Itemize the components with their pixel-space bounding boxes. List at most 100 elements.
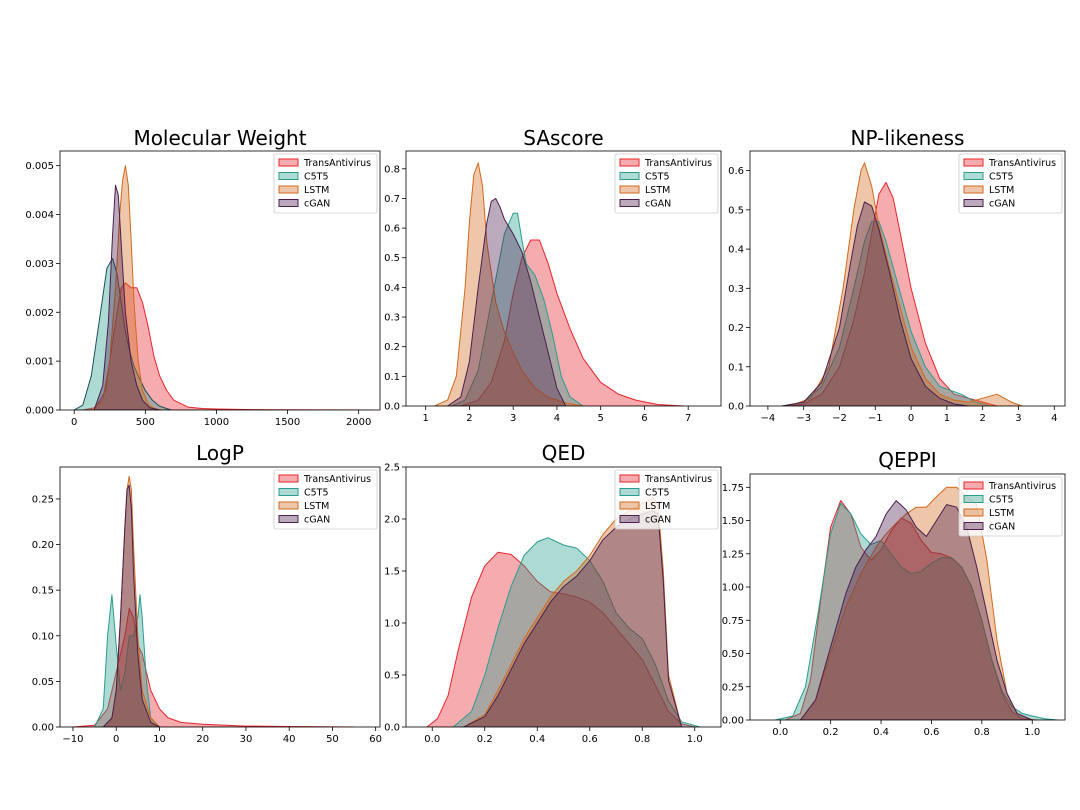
- legend-swatch-cgan: [619, 515, 640, 523]
- y-tick-label: 0.5: [384, 671, 400, 682]
- legend-label-transantivirus: TransAntivirus: [303, 158, 371, 169]
- x-tick-label: −10: [62, 734, 83, 745]
- legend-swatch-transantivirus: [963, 158, 984, 167]
- x-tick-label: 0.2: [477, 734, 493, 745]
- legend: TransAntivirus C5T5 LSTM cGAN: [273, 153, 378, 214]
- legend-label-cgan: cGAN: [645, 515, 671, 526]
- chart-panel-qed: QED 0.0 0.2 0.4 0.6 0.8 1.0 0.0 0.5 1.0 1.5 2.0 2.5 T…: [384, 441, 722, 745]
- legend-swatch-c5t5: [619, 172, 640, 180]
- legend-label-cgan: cGAN: [304, 199, 330, 210]
- legend-label-lstm: LSTM: [645, 501, 670, 512]
- legend: TransAntivirus C5T5 LSTM cGAN: [958, 153, 1063, 214]
- y-tick-label: 0.001: [25, 357, 54, 368]
- y-tick-label: 0.004: [25, 210, 54, 221]
- x-tick-label: 0.4: [529, 734, 545, 745]
- y-tick-label: 0.4: [728, 245, 744, 256]
- density-c5t5: [781, 221, 991, 406]
- legend-swatch-lstm: [278, 501, 299, 510]
- legend-label-cgan: cGAN: [989, 199, 1015, 210]
- x-tick-label: 0.4: [873, 727, 889, 738]
- density-transantivirus: [72, 607, 355, 727]
- legend-box: [273, 153, 378, 214]
- y-tick-label: 0.00: [722, 716, 744, 727]
- x-tick-label: 4: [1051, 413, 1057, 424]
- density-cgan: [463, 510, 683, 727]
- y-tick-label: 2.5: [384, 463, 400, 474]
- density-lstm: [90, 165, 163, 410]
- axes-frame: [59, 466, 381, 728]
- y-tick-label: 0.3: [384, 313, 400, 324]
- x-tick-label: 3: [510, 413, 516, 424]
- legend-swatch-transantivirus: [278, 474, 299, 483]
- x-tick-label: 500: [136, 417, 155, 428]
- legend-swatch-transantivirus: [619, 158, 640, 167]
- y-tick-label: 0.1: [728, 362, 744, 373]
- x-tick-label: 50: [326, 734, 339, 745]
- chart-panel-sascore: SAscore 1 2 3 4 5 6 7 0.0 0.1 0.2 0.3 0.4 0.5 0.6 0.7 0.…: [384, 126, 722, 424]
- y-tick-label: 0.00: [32, 723, 54, 734]
- y-tick-label: 1.50: [722, 516, 744, 527]
- legend-swatch-cgan: [619, 199, 640, 207]
- x-tick-label: 20: [196, 734, 209, 745]
- density-transantivirus: [82, 282, 374, 410]
- y-tick-label: 0.003: [25, 259, 54, 270]
- density-transantivirus: [784, 500, 1038, 720]
- y-tick-label: 0.75: [722, 616, 744, 627]
- density-cgan: [447, 197, 567, 406]
- chart-title: SAscore: [523, 126, 604, 150]
- y-tick-label: 0.15: [32, 586, 54, 597]
- legend-label-transantivirus: TransAntivirus: [644, 158, 712, 169]
- chart-panel-logp: LogP −10 0 10 20 30 40 50 60 0.00 0.05 0.10 0.15 0.20…: [32, 441, 382, 745]
- x-tick-label: 1.0: [1024, 727, 1040, 738]
- chart-title: LogP: [196, 441, 244, 465]
- legend-box: [958, 476, 1063, 537]
- legend-label-c5t5: C5T5: [989, 172, 1014, 183]
- y-tick-label: 0.6: [728, 166, 744, 177]
- y-tick-label: 0.1: [384, 372, 400, 383]
- legend-swatch-c5t5: [963, 172, 984, 180]
- y-tick-label: 0.000: [25, 406, 54, 417]
- legend-label-c5t5: C5T5: [989, 495, 1014, 506]
- x-tick-label: 0.0: [772, 727, 788, 738]
- density-cgan: [93, 184, 161, 410]
- y-tick-label: 1.25: [722, 549, 744, 560]
- legend-label-lstm: LSTM: [304, 501, 329, 512]
- y-tick-label: 0.3: [728, 284, 744, 295]
- axes-frame: [405, 150, 722, 407]
- legend-swatch-cgan: [278, 515, 299, 523]
- legend: TransAntivirus C5T5 LSTM cGAN: [614, 153, 719, 214]
- x-tick-label: 1500: [275, 417, 300, 428]
- x-tick-label: −4: [761, 413, 776, 424]
- x-tick-label: 1: [423, 413, 429, 424]
- y-tick-label: 0.20: [32, 540, 54, 551]
- legend: TransAntivirus C5T5 LSTM cGAN: [273, 469, 378, 530]
- x-tick-label: 7: [685, 413, 691, 424]
- x-tick-label: 2: [466, 413, 472, 424]
- x-tick-label: 3: [1015, 413, 1021, 424]
- legend-swatch-c5t5: [278, 488, 299, 496]
- legend-swatch-cgan: [278, 199, 299, 207]
- legend-label-c5t5: C5T5: [645, 488, 670, 499]
- density-cgan: [781, 201, 969, 406]
- y-tick-label: 0.002: [25, 308, 54, 319]
- y-tick-label: 0.6: [384, 224, 400, 235]
- chart-title: QED: [542, 441, 586, 465]
- y-tick-label: 1.00: [722, 583, 744, 594]
- x-tick-label: 4: [554, 413, 560, 424]
- axes-frame: [749, 150, 1066, 407]
- y-tick-label: 0.5: [728, 205, 744, 216]
- legend-swatch-c5t5: [619, 488, 640, 496]
- axes-frame: [749, 473, 1066, 721]
- density-c5t5: [451, 212, 584, 406]
- density-lstm: [799, 486, 1033, 720]
- x-tick-label: 1.0: [687, 734, 703, 745]
- y-tick-label: 0.4: [384, 283, 400, 294]
- legend-swatch-c5t5: [963, 495, 984, 503]
- x-tick-label: 1000: [204, 417, 229, 428]
- legend-label-c5t5: C5T5: [304, 488, 329, 499]
- x-tick-label: −2: [832, 413, 847, 424]
- legend: TransAntivirus C5T5 LSTM cGAN: [958, 476, 1063, 537]
- legend-box: [958, 153, 1063, 214]
- x-tick-label: −1: [868, 413, 883, 424]
